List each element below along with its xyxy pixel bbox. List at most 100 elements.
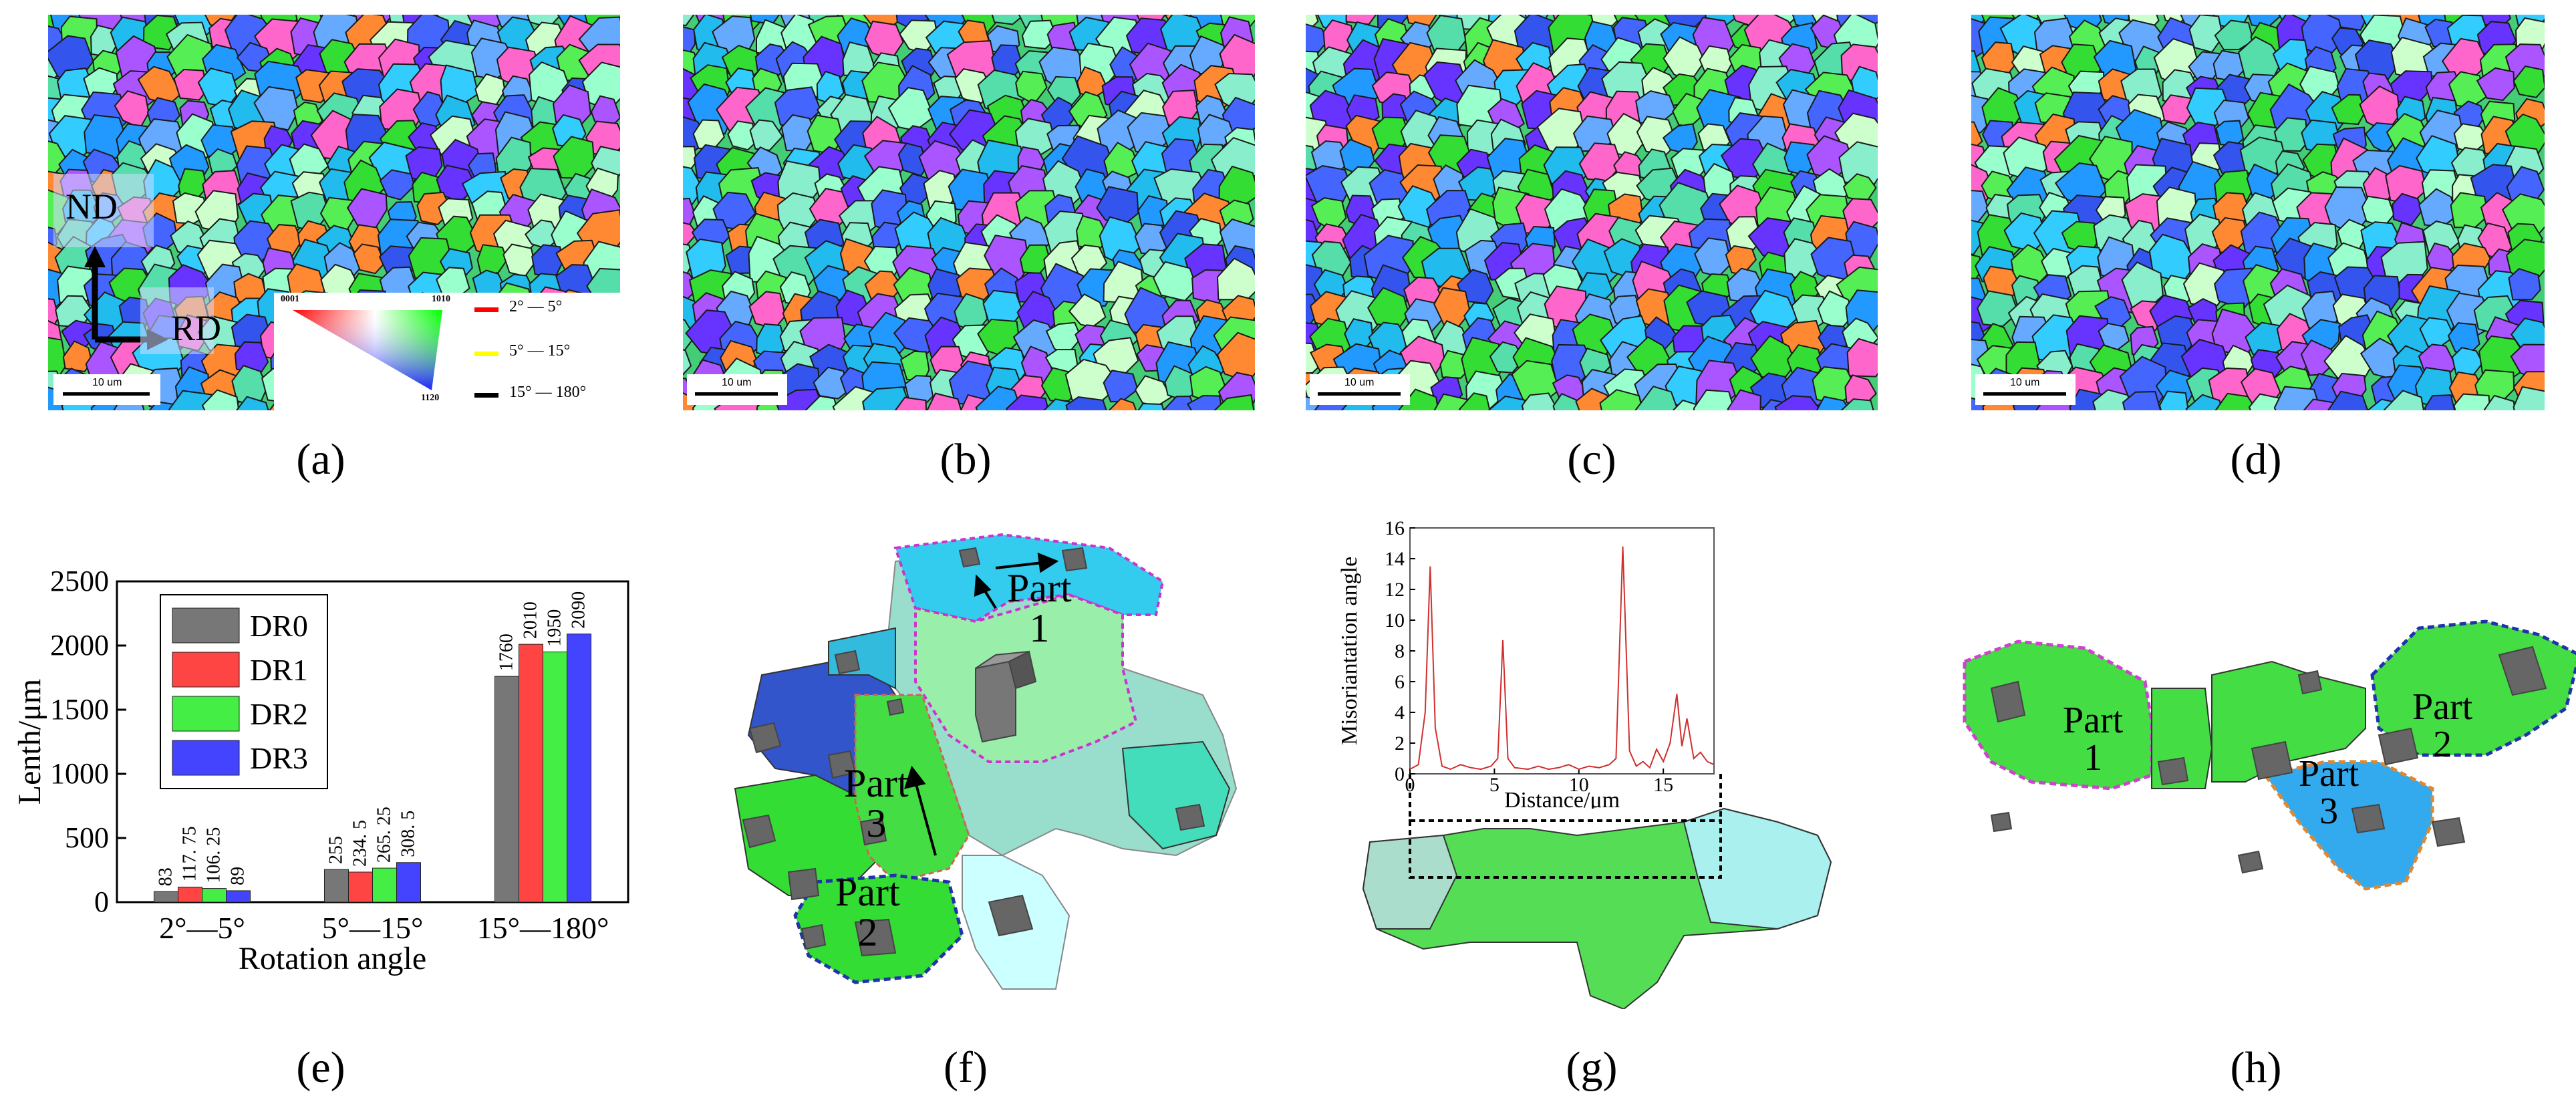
x-axis-label: Distance/μm — [1504, 788, 1620, 809]
ipf-1010-label: 1010 — [432, 294, 450, 304]
bar-value-label: 1760 — [496, 634, 517, 671]
grain — [84, 114, 128, 159]
x-tick-label: 15 — [1653, 774, 1673, 796]
grain — [2185, 394, 2223, 410]
y-tick-label: 14 — [1385, 548, 1405, 570]
grain — [2331, 94, 2366, 125]
grain-cluster-f-svg — [734, 533, 1238, 990]
y-tick-label: 2000 — [50, 629, 109, 662]
grain — [2513, 386, 2545, 410]
scan-line-box — [1409, 819, 1722, 879]
bar-dr0 — [154, 891, 178, 903]
bar-value-label: 234. 5 — [350, 820, 371, 867]
bar-dr2 — [543, 652, 567, 903]
grain — [1977, 290, 2019, 327]
bar-chart-e: 0 500 1000 1500 2000 2500 Lenth/μm Rotation ang… — [0, 535, 655, 1002]
y-tick-label: 10 — [1385, 609, 1405, 632]
bar-value-label: 1950 — [545, 609, 565, 647]
bar-value-label: 308. 5 — [398, 811, 419, 857]
grain — [235, 396, 269, 410]
x-tick-label: 15°—180° — [477, 911, 609, 945]
y-tick-label: 1000 — [50, 757, 109, 790]
grain — [476, 244, 508, 275]
grain — [1846, 337, 1878, 378]
part3-text: Part — [2299, 753, 2359, 795]
grain — [2122, 391, 2162, 410]
grain — [353, 243, 386, 275]
grain — [253, 86, 299, 131]
grain — [1727, 389, 1761, 410]
bar-dr3 — [226, 890, 251, 903]
y-tick-label: 12 — [1385, 579, 1405, 601]
scale-bar-line — [1318, 392, 1401, 396]
grain — [1021, 19, 1058, 49]
scale-bar-d: 10 um — [1975, 374, 2076, 405]
grain — [1489, 341, 1525, 374]
bar-dr1 — [178, 886, 202, 903]
part3-text: Part — [844, 761, 909, 805]
grain — [813, 366, 849, 400]
boundary-label-5-15: 5° — 15° — [509, 342, 571, 360]
part2-text: Part — [2412, 686, 2473, 728]
grain-part1-h — [1963, 640, 2154, 791]
legend-swatch — [172, 740, 240, 776]
ipf-1120-label: 1120 — [421, 393, 440, 403]
grain — [1971, 121, 1983, 152]
legend-label: DR3 — [250, 741, 308, 775]
grain — [1006, 394, 1049, 410]
ebsd-grain-pattern-a — [48, 15, 620, 410]
boundary-label-2-5: 2° — 5° — [509, 298, 563, 315]
grain — [379, 169, 416, 200]
scale-bar-b: 10 um — [687, 374, 787, 405]
bar-dr2 — [202, 888, 227, 903]
legend-label: DR2 — [250, 697, 308, 731]
grain-cluster-h: Part 1 Part 3 Part 2 — [1951, 601, 2576, 909]
ipf-triangle-icon — [293, 310, 442, 390]
ebsd-map-a — [48, 15, 620, 410]
grain — [1816, 396, 1851, 410]
grain-strip-cyan — [1362, 834, 1458, 930]
bar-value-label: 117. 75 — [180, 826, 200, 881]
boundary-swatch-black — [474, 393, 498, 398]
x-tick-label: 5°—15° — [322, 911, 424, 945]
grain — [727, 120, 758, 151]
y-tick-label: 1500 — [50, 693, 109, 726]
part1-text: Part — [2063, 700, 2124, 741]
legend-swatch — [172, 652, 240, 688]
grain-cluster-h-svg — [1963, 619, 2576, 891]
bar-value-label: 2010 — [521, 601, 541, 639]
bar-value-label: 265. 25 — [374, 807, 395, 863]
legend-label: DR0 — [250, 609, 308, 643]
caption-h: (h) — [2230, 1043, 2282, 1092]
grain-cyan — [828, 627, 896, 690]
grain-strip-g-svg — [1362, 774, 1832, 1009]
caption-d: (d) — [2230, 435, 2282, 484]
rd-label: RD — [171, 308, 222, 348]
y-tick-label: 2 — [1395, 732, 1405, 754]
grain — [2158, 390, 2189, 410]
scale-bar-label: 10 um — [2010, 377, 2040, 388]
bar-value-label: 255 — [326, 836, 347, 864]
grain — [2214, 392, 2258, 410]
caption-b: (b) — [940, 435, 992, 484]
ebsd-map-c — [1306, 15, 1878, 410]
y-tick-label: 4 — [1395, 702, 1405, 724]
grain — [1065, 396, 1107, 410]
ipf-0001-label: 0001 — [281, 294, 299, 304]
grain — [62, 340, 93, 373]
legend-box: 0001 1010 1120 2° — 5° 5° — 15° 15° — 18… — [274, 293, 620, 410]
grain — [683, 349, 692, 376]
grain — [2273, 117, 2309, 152]
axes-background — [53, 174, 154, 247]
grain — [1397, 388, 1439, 410]
y-tick-label: 2500 — [50, 565, 109, 597]
grain — [2453, 393, 2491, 410]
rd-background — [140, 287, 214, 354]
x-tick-label: 0 — [1405, 774, 1415, 796]
part1-num: 1 — [1029, 606, 1050, 650]
scale-bar-c: 10 um — [1310, 374, 1410, 405]
bar-dr1 — [348, 871, 373, 903]
grain — [2327, 390, 2369, 410]
ebsd-map-b — [683, 15, 1255, 410]
